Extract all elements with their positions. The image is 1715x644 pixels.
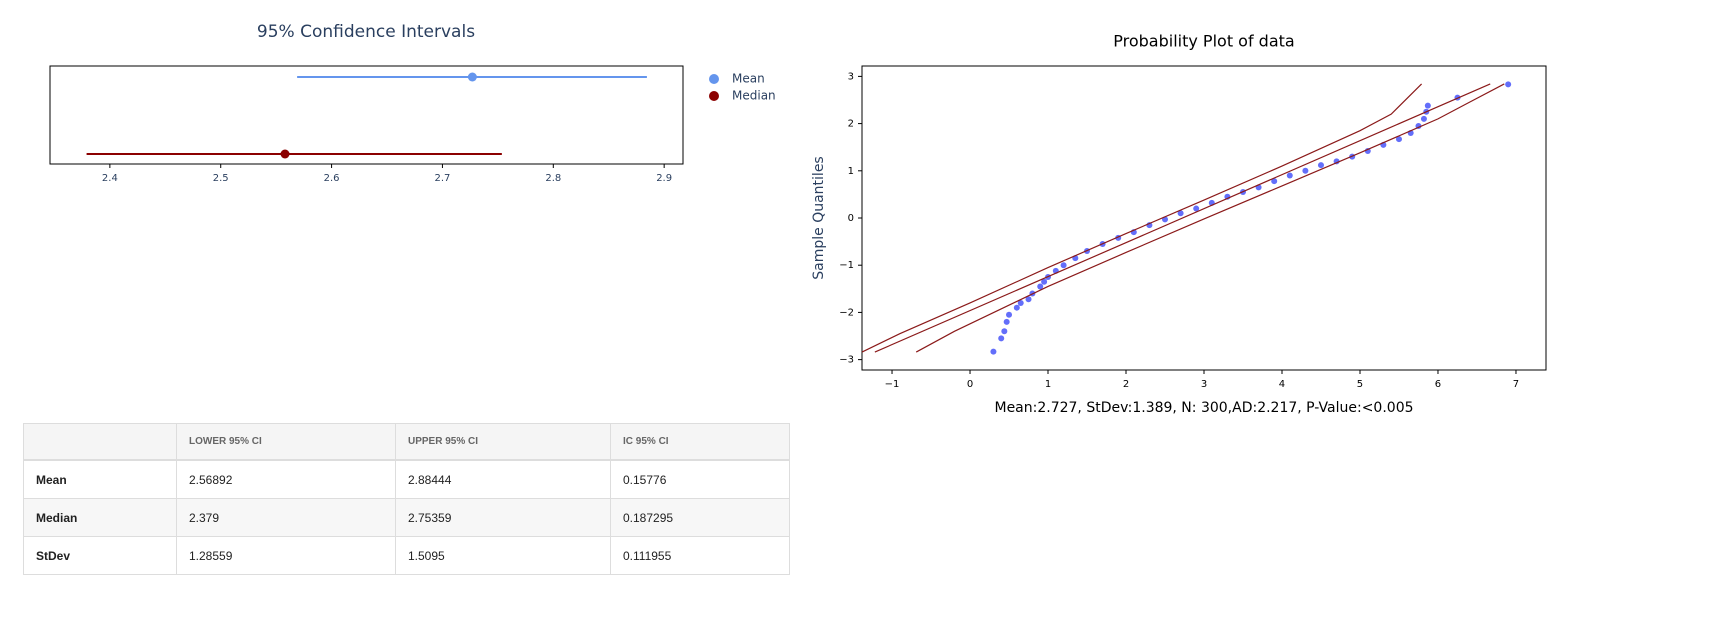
- header-cell: LOWER 95% CI: [176, 423, 396, 461]
- band-line: [874, 83, 1491, 353]
- table-cell: 1.28559: [176, 536, 396, 575]
- point: [1037, 283, 1044, 290]
- y-tick-label: 2: [848, 119, 854, 130]
- row-label: Median: [23, 498, 177, 537]
- legend-label: Mean: [732, 72, 765, 86]
- point: [1193, 205, 1200, 212]
- point: [990, 348, 997, 355]
- y-tick-label: −1: [839, 260, 854, 271]
- x-tick-label: 2.8: [545, 173, 561, 184]
- point: [1003, 318, 1010, 325]
- table-row: Median 2.379 2.75359 0.187295: [23, 498, 790, 537]
- table-body: Mean 2.56892 2.88444 0.15776 Median 2.379 2.75…: [23, 459, 790, 575]
- table-cell: 2.379: [176, 498, 396, 537]
- y-tick-label: 1: [848, 166, 854, 177]
- annotation: Mean:2.727, StDev:1.389, N: 300,AD:2.217…: [994, 400, 1413, 416]
- y-tick-label: −3: [839, 355, 854, 366]
- band-line: [861, 83, 1423, 353]
- x-tick-label: 2.4: [102, 173, 118, 184]
- point: [1006, 311, 1013, 318]
- point: [1001, 328, 1008, 335]
- chart-title: Probability Plot of data: [1113, 32, 1294, 51]
- x-tick-label: 7: [1513, 379, 1519, 390]
- plot-frame: [861, 65, 1547, 371]
- point: [1041, 278, 1048, 285]
- y-axis-label: Sample Quantiles: [811, 156, 827, 279]
- legend-marker: [709, 91, 719, 101]
- band-line: [915, 83, 1505, 353]
- legend-marker: [709, 74, 719, 84]
- y-tick-label: 0: [848, 213, 854, 224]
- point: [1302, 167, 1309, 174]
- table-cell: 1.5095: [395, 536, 611, 575]
- point: [1025, 296, 1032, 303]
- ci-table: LOWER 95% CI UPPER 95% CI IC 95% CI Mean…: [23, 423, 790, 575]
- x-tick-label: 2.5: [213, 173, 229, 184]
- table-cell: 2.88444: [395, 459, 611, 499]
- point: [1424, 102, 1431, 109]
- header-cell: [23, 423, 177, 461]
- x-tick-label: 2.7: [434, 173, 450, 184]
- x-tick-label: 3: [1201, 379, 1207, 390]
- x-tick-label: −1: [885, 379, 900, 390]
- point: [1317, 162, 1324, 169]
- table-cell: 0.111955: [610, 536, 790, 575]
- x-tick-label: 1: [1045, 379, 1051, 390]
- point: [1177, 210, 1184, 217]
- point: [1286, 172, 1293, 179]
- legend-label: Median: [732, 89, 776, 103]
- point: [1395, 136, 1402, 143]
- table-cell: 0.15776: [610, 459, 790, 499]
- point: [467, 72, 477, 82]
- y-tick-label: −2: [839, 307, 854, 318]
- chart-title: 95% Confidence Intervals: [257, 22, 475, 42]
- table-cell: 2.56892: [176, 459, 396, 499]
- x-tick-label: 4: [1279, 379, 1285, 390]
- point: [1060, 262, 1067, 269]
- header-row: LOWER 95% CI UPPER 95% CI IC 95% CI: [23, 423, 790, 461]
- header-cell: UPPER 95% CI: [395, 423, 611, 461]
- x-tick-label: 2: [1123, 379, 1129, 390]
- y-tick-label: 3: [848, 71, 854, 82]
- table-cell: 2.75359: [395, 498, 611, 537]
- x-tick-label: 0: [967, 379, 973, 390]
- row-label: Mean: [23, 459, 177, 499]
- header-cell: IC 95% CI: [610, 423, 790, 461]
- table-cell: 0.187295: [610, 498, 790, 537]
- point: [1505, 81, 1512, 88]
- point: [1271, 178, 1278, 185]
- point: [1017, 299, 1024, 306]
- x-tick-label: 6: [1435, 379, 1441, 390]
- x-tick-label: 2.9: [656, 173, 672, 184]
- point: [998, 335, 1005, 342]
- point: [280, 149, 290, 159]
- plot-frame: [49, 65, 684, 165]
- point: [1420, 115, 1427, 122]
- table-row: Mean 2.56892 2.88444 0.15776: [23, 459, 790, 499]
- row-label: StDev: [23, 536, 177, 575]
- point: [1013, 304, 1020, 311]
- table-row: StDev 1.28559 1.5095 0.111955: [23, 536, 790, 575]
- x-tick-label: 2.6: [324, 173, 340, 184]
- x-tick-label: 5: [1357, 379, 1363, 390]
